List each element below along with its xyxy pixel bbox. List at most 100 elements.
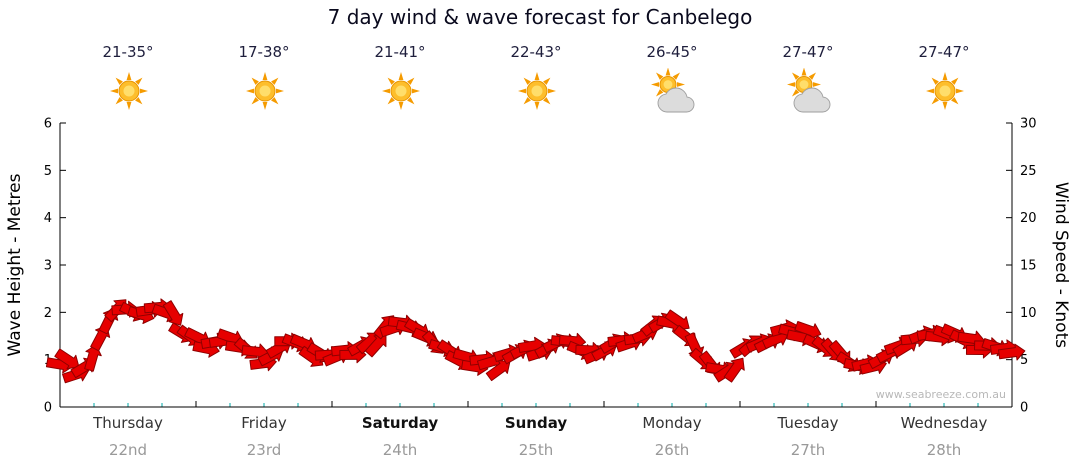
sun-icon bbox=[382, 72, 420, 110]
left-tick-label: 3 bbox=[44, 259, 52, 274]
sun-icon bbox=[110, 72, 148, 110]
sun-ray bbox=[126, 72, 132, 80]
sun-ray bbox=[543, 77, 551, 85]
right-tick-label: 30 bbox=[1020, 117, 1037, 132]
sun-ray bbox=[126, 102, 132, 110]
left-tick-label: 4 bbox=[44, 211, 52, 226]
sun-disc-inner bbox=[259, 85, 271, 97]
day-name: Saturday bbox=[361, 414, 439, 432]
sun-ray bbox=[251, 97, 259, 105]
wind-arrow bbox=[998, 343, 1026, 361]
day-name: Friday bbox=[241, 414, 287, 432]
sun-ray bbox=[548, 88, 556, 94]
wind-arrow bbox=[485, 359, 511, 382]
day-temp-range: 21-35° bbox=[102, 43, 154, 61]
sun-ray bbox=[246, 88, 254, 94]
sun-ray bbox=[956, 88, 964, 94]
day-weather-icon bbox=[921, 68, 967, 114]
sun-ray bbox=[135, 77, 143, 85]
day-weather-icon bbox=[105, 68, 151, 114]
sun-ray bbox=[110, 88, 118, 94]
left-axis-label: Wave Height - Metres bbox=[5, 173, 25, 357]
watermark: www.seabreeze.com.au bbox=[875, 388, 1006, 401]
sun-ray bbox=[534, 72, 540, 80]
day-name: Tuesday bbox=[777, 414, 839, 432]
sun-icon bbox=[518, 72, 556, 110]
sun-ray bbox=[665, 67, 671, 76]
right-tick-label: 15 bbox=[1020, 259, 1037, 274]
day-date: 24th bbox=[382, 441, 418, 459]
sun-icon bbox=[246, 72, 284, 110]
day-name: Wednesday bbox=[900, 414, 988, 432]
sun-ray bbox=[787, 82, 795, 87]
sun-ray bbox=[398, 102, 404, 110]
left-tick-label: 5 bbox=[44, 164, 52, 179]
day-name: Sunday bbox=[504, 414, 568, 432]
sun-ray bbox=[523, 77, 531, 85]
sun-ray bbox=[262, 102, 268, 110]
sun-ray bbox=[382, 88, 390, 94]
day-name: Monday bbox=[642, 414, 702, 432]
sun-ray bbox=[276, 88, 284, 94]
sun-disc-inner bbox=[123, 85, 135, 97]
sun-ray bbox=[398, 72, 404, 80]
day-weather-icon bbox=[241, 68, 287, 114]
sun-ray bbox=[115, 77, 123, 85]
right-tick-label: 0 bbox=[1020, 401, 1028, 416]
sun-ray bbox=[931, 97, 939, 105]
sun-ray bbox=[251, 77, 259, 85]
wind-arrow bbox=[54, 348, 80, 370]
sun-ray bbox=[655, 89, 664, 97]
sun-ray bbox=[115, 97, 123, 105]
sun-ray bbox=[407, 77, 415, 85]
sun-ray bbox=[931, 77, 939, 85]
day-temp-range: 27-47° bbox=[782, 43, 834, 61]
day-date: 25th bbox=[518, 441, 554, 459]
right-tick-label: 20 bbox=[1020, 211, 1037, 226]
sun-ray bbox=[808, 72, 817, 80]
sun-ray bbox=[271, 97, 279, 105]
right-tick-label: 5 bbox=[1020, 353, 1028, 368]
sun-disc-inner bbox=[395, 85, 407, 97]
day-date: 22nd bbox=[108, 441, 148, 459]
day-temp-range: 22-43° bbox=[510, 43, 562, 61]
right-tick-label: 25 bbox=[1020, 164, 1037, 179]
sun-ray bbox=[926, 88, 934, 94]
sun-ray bbox=[271, 77, 279, 85]
sun-ray bbox=[677, 82, 685, 87]
left-tick-label: 0 bbox=[44, 401, 52, 416]
sun-ray bbox=[942, 72, 948, 80]
sun-ray bbox=[407, 97, 415, 105]
sun-ray bbox=[813, 82, 821, 87]
sun-cloud-icon bbox=[787, 67, 831, 113]
sun-ray bbox=[801, 67, 807, 76]
sun-icon bbox=[926, 72, 964, 110]
left-tick-label: 6 bbox=[44, 117, 52, 132]
sun-ray bbox=[140, 88, 148, 94]
sun-ray bbox=[651, 82, 659, 87]
sun-ray bbox=[791, 89, 800, 97]
left-tick-label: 2 bbox=[44, 306, 52, 321]
day-weather-icon bbox=[513, 68, 559, 114]
day-date: 27th bbox=[790, 441, 826, 459]
sun-disc-inner bbox=[799, 80, 809, 89]
sun-ray bbox=[534, 102, 540, 110]
day-weather-icon bbox=[377, 68, 423, 114]
sun-disc-inner bbox=[663, 80, 673, 89]
wind-arrow bbox=[723, 357, 745, 383]
sun-ray bbox=[543, 97, 551, 105]
sun-ray bbox=[135, 97, 143, 105]
sun-disc-inner bbox=[939, 85, 951, 97]
day-temp-range: 27-47° bbox=[918, 43, 970, 61]
sun-ray bbox=[387, 77, 395, 85]
day-weather-icon bbox=[649, 67, 695, 114]
sun-ray bbox=[387, 97, 395, 105]
sun-ray bbox=[523, 97, 531, 105]
sun-ray bbox=[412, 88, 420, 94]
day-date: 28th bbox=[926, 441, 962, 459]
cloud-shape bbox=[793, 87, 831, 113]
day-name: Thursday bbox=[93, 414, 163, 432]
sun-ray bbox=[655, 72, 664, 80]
sun-ray bbox=[951, 97, 959, 105]
